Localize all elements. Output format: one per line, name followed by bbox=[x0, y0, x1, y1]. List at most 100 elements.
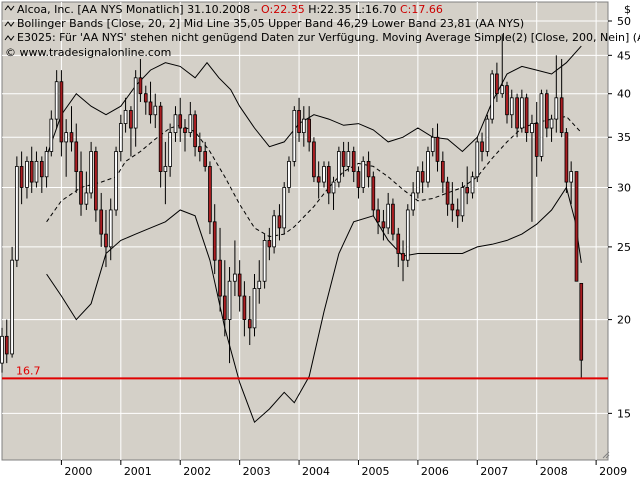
candle-body-bullish bbox=[411, 192, 415, 211]
candle bbox=[515, 93, 519, 138]
candle-body-bullish bbox=[569, 171, 573, 183]
candle-body-bearish bbox=[326, 166, 331, 194]
candle bbox=[401, 240, 405, 282]
candle-body-bearish bbox=[129, 110, 133, 129]
candle-body-bullish bbox=[252, 288, 257, 329]
candle-body-bearish bbox=[242, 295, 247, 321]
candle-body-bullish bbox=[188, 114, 193, 134]
candle-body-bearish bbox=[307, 118, 311, 143]
candle-body-bullish bbox=[485, 118, 490, 152]
candle-body-bearish bbox=[218, 259, 222, 297]
y-tick-label: 35 bbox=[617, 131, 631, 144]
candle bbox=[188, 101, 193, 138]
candle bbox=[341, 141, 346, 177]
candle-body-bearish bbox=[445, 181, 450, 205]
candle bbox=[99, 192, 104, 247]
candle-body-bearish bbox=[297, 110, 301, 134]
candle bbox=[480, 132, 484, 162]
candle bbox=[490, 70, 494, 124]
x-tick-label: 2003 bbox=[243, 465, 271, 478]
candle-body-bullish bbox=[84, 192, 89, 205]
candle-body-bullish bbox=[539, 93, 544, 157]
candle-body-bearish bbox=[99, 209, 104, 235]
candle bbox=[227, 267, 232, 364]
x-tick-label: 2002 bbox=[183, 465, 211, 478]
line-style-icon bbox=[4, 5, 15, 11]
candle bbox=[455, 198, 460, 228]
candle bbox=[282, 182, 287, 235]
candle bbox=[262, 234, 267, 289]
candle-body-bullish bbox=[44, 151, 49, 178]
candle bbox=[312, 137, 316, 183]
bollinger-lower-band bbox=[46, 186, 582, 424]
candle-body-bullish bbox=[475, 141, 480, 178]
candle-body-bullish bbox=[168, 132, 172, 167]
candle bbox=[420, 161, 425, 193]
line-style-icon bbox=[4, 35, 15, 41]
candle bbox=[163, 141, 168, 205]
candle bbox=[524, 93, 529, 142]
candle bbox=[574, 171, 579, 282]
candle-body-bearish bbox=[455, 209, 460, 217]
candle bbox=[509, 89, 514, 129]
currency-label: $ bbox=[624, 3, 631, 16]
candle-body-bearish bbox=[579, 283, 584, 361]
y-tick-label: 20 bbox=[617, 314, 631, 327]
candle-body-bullish bbox=[173, 114, 178, 134]
candle bbox=[252, 274, 257, 337]
candle-body-bearish bbox=[351, 151, 356, 172]
candle bbox=[39, 156, 44, 193]
candle-body-bearish bbox=[143, 93, 148, 103]
candle-body-bearish bbox=[138, 77, 143, 95]
candle bbox=[287, 156, 291, 193]
candle-body-bullish bbox=[262, 240, 267, 282]
resize-grip-icon[interactable] bbox=[602, 451, 610, 459]
candle-body-bullish bbox=[10, 259, 14, 355]
candle bbox=[0, 327, 4, 373]
candle bbox=[326, 161, 331, 205]
candle bbox=[391, 198, 395, 241]
candle-body-bearish bbox=[74, 141, 79, 172]
candle-body-bearish bbox=[559, 97, 564, 134]
candle-body-bullish bbox=[331, 181, 336, 194]
candle-body-bearish bbox=[203, 151, 208, 167]
candle bbox=[89, 141, 93, 199]
candle bbox=[559, 58, 564, 138]
candle bbox=[549, 114, 554, 142]
candle bbox=[233, 240, 237, 297]
candle bbox=[272, 209, 276, 254]
candle bbox=[554, 55, 559, 133]
candle bbox=[222, 260, 227, 337]
candle bbox=[322, 161, 326, 188]
y-axis: 15 20 25 30 35 40 45 50 bbox=[608, 15, 631, 420]
candle-body-bullish bbox=[405, 209, 410, 261]
x-tick-label: 2000 bbox=[64, 465, 92, 478]
y-tick-label: 15 bbox=[617, 407, 631, 420]
candle bbox=[277, 204, 282, 241]
candle-body-bearish bbox=[356, 171, 361, 188]
candle bbox=[441, 151, 445, 193]
candle-body-bullish bbox=[49, 118, 54, 152]
candle bbox=[331, 176, 336, 210]
candle bbox=[173, 106, 178, 142]
candle-body-bullish bbox=[554, 97, 559, 120]
candle-body-bearish bbox=[208, 166, 212, 223]
y-tick-label: 45 bbox=[617, 49, 631, 62]
candle bbox=[500, 34, 505, 98]
candle bbox=[34, 151, 39, 188]
candle bbox=[430, 128, 435, 157]
candle bbox=[426, 146, 430, 188]
x-axis: 2000 2001 2002 2003 2004 2005 2006 2007 2008 2009 bbox=[60, 460, 627, 478]
candle-body-bearish bbox=[237, 273, 242, 297]
candle-body-bearish bbox=[212, 221, 217, 261]
candle-body-bearish bbox=[401, 253, 405, 261]
candlestick-series bbox=[0, 34, 584, 379]
candle-body-bullish bbox=[282, 187, 287, 229]
candle-body-bearish bbox=[312, 141, 316, 178]
candle-body-bearish bbox=[480, 141, 484, 152]
bollinger-upper-band bbox=[46, 45, 582, 157]
candle bbox=[203, 141, 208, 172]
candle bbox=[411, 182, 415, 216]
symbol-info-text: Alcoa, Inc. [AA NYS Monatlich] 31.10.200… bbox=[17, 3, 443, 16]
candle bbox=[168, 123, 172, 177]
